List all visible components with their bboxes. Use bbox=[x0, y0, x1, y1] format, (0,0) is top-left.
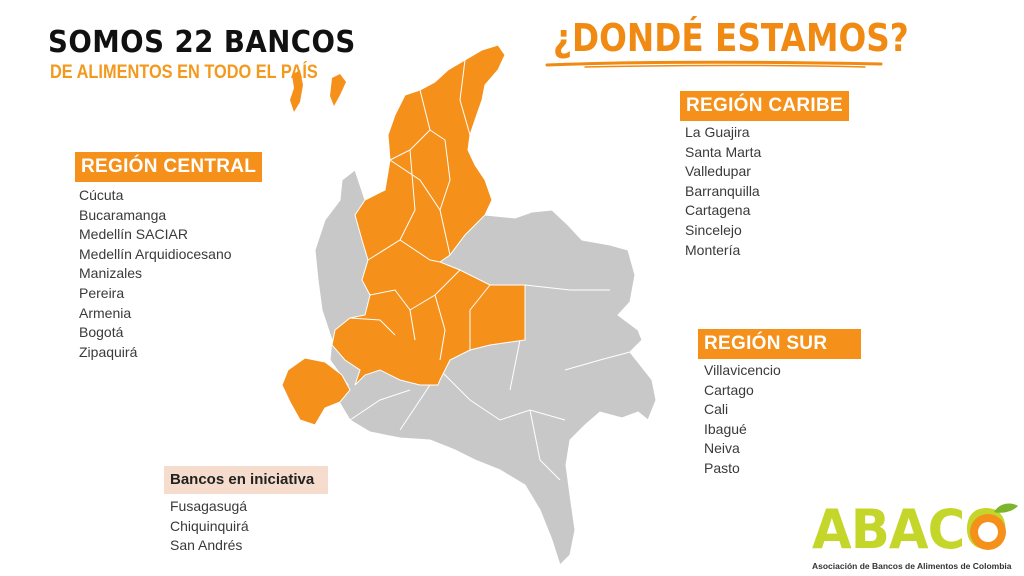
region-iniciativa: Bancos en iniciativa Fusagasugá Chiquinqu… bbox=[164, 466, 329, 556]
list-item: La Guajira bbox=[685, 124, 750, 140]
iniciativa-list: Fusagasugá Chiquinquirá San Andrés bbox=[164, 497, 328, 556]
list-item: Fusagasugá bbox=[170, 498, 248, 514]
page-subtitle: DE ALIMENTOS EN TODO EL PAÍS bbox=[50, 62, 318, 83]
list-item: Ibagué bbox=[704, 420, 747, 437]
region-central: REGIÓN CENTRAL Cúcuta Bucaramanga Medellín… bbox=[75, 152, 263, 362]
region-sur-list: Villavicencio Cartago Cali Ibagué Neiva Pasto bbox=[698, 361, 861, 479]
colombia-map bbox=[281, 44, 657, 566]
question-heading: ¿DONDÉ ESTAMOS? bbox=[553, 16, 909, 60]
map-orange-borders bbox=[349, 59, 491, 361]
list-item: Bucaramanga bbox=[79, 206, 167, 223]
list-item: Montería bbox=[685, 241, 741, 258]
list-item: Cartago bbox=[704, 381, 754, 398]
list-item: Villavicencio bbox=[704, 362, 781, 378]
region-caribe-list: La Guajira Santa Marta Valledupar Barranqui… bbox=[680, 123, 849, 260]
list-item: San Andrés bbox=[170, 537, 243, 554]
map-island-large bbox=[290, 70, 303, 112]
iniciativa-header: Bancos en iniciativa bbox=[164, 466, 329, 494]
region-caribe: REGIÓN CARIBE La Guajira Santa Marta Valle… bbox=[680, 91, 849, 260]
logo-caption: Asociación de Bancos de Alimentos de Col… bbox=[812, 561, 1012, 571]
list-item: Neiva bbox=[704, 440, 740, 457]
heading-underline bbox=[545, 60, 883, 68]
map-orange-narino bbox=[281, 357, 351, 426]
region-sur: REGIÓN SUR Villavicencio Cartago Cali Ibagu… bbox=[698, 329, 862, 479]
orange-fruit-icon bbox=[970, 503, 1018, 550]
list-item: Pereira bbox=[79, 284, 125, 301]
list-item: Cartagena bbox=[685, 202, 751, 219]
map-orange-region bbox=[331, 44, 526, 386]
list-item: Bogotá bbox=[79, 324, 124, 341]
list-item: Pasto bbox=[704, 459, 740, 476]
region-central-header: REGIÓN CENTRAL bbox=[75, 152, 263, 182]
list-item: Medellín Arquidiocesano bbox=[79, 245, 232, 262]
list-item: Cúcuta bbox=[79, 187, 124, 203]
region-caribe-header: REGIÓN CARIBE bbox=[680, 91, 849, 121]
list-item: Barranquilla bbox=[685, 182, 760, 199]
list-item: Santa Marta bbox=[685, 143, 762, 160]
region-sur-header: REGIÓN SUR bbox=[698, 329, 862, 359]
list-item: Medellín SACIAR bbox=[79, 226, 188, 243]
list-item: Valledupar bbox=[685, 163, 751, 180]
list-item: Sincelejo bbox=[685, 221, 742, 238]
list-item: Armenia bbox=[79, 304, 132, 321]
map-island-small bbox=[330, 74, 346, 106]
list-item: Cali bbox=[704, 401, 729, 418]
region-central-list: Cúcuta Bucaramanga Medellín SACIAR Medellín… bbox=[75, 186, 262, 362]
page-title: SOMOS 22 BANCOS bbox=[48, 25, 356, 60]
list-item: Manizales bbox=[79, 265, 143, 282]
list-item: Zipaquirá bbox=[79, 343, 138, 360]
list-item: Chiquinquirá bbox=[170, 517, 249, 534]
